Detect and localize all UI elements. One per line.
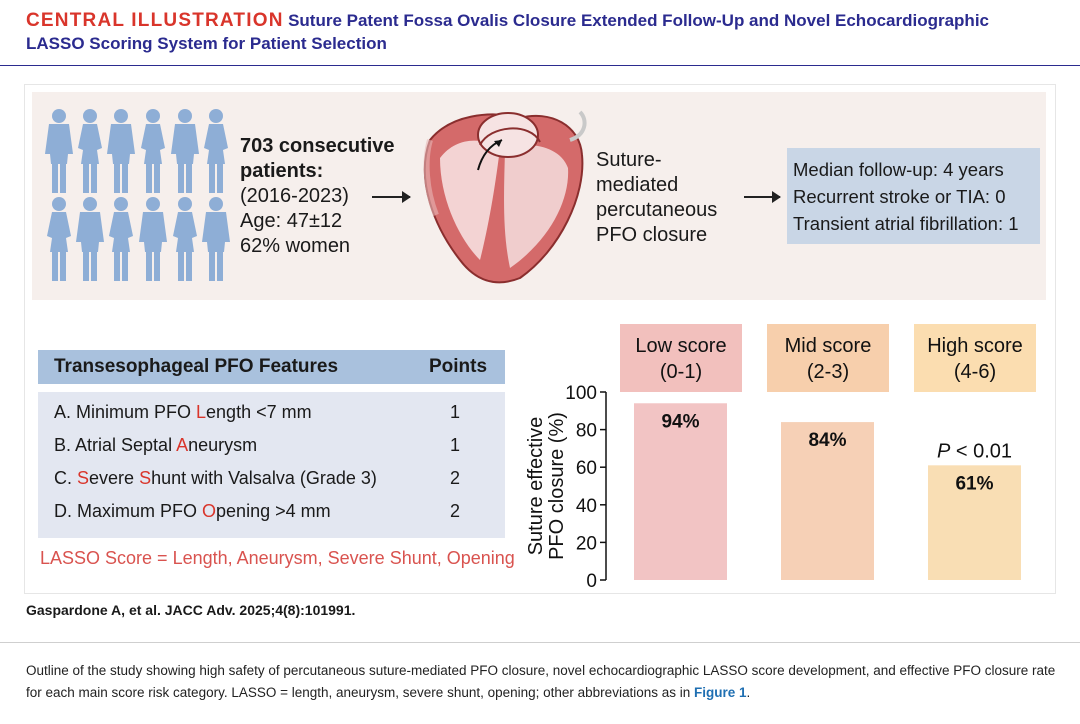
- feature-row-c: C. Severe Shunt with Valsalva (Grade 3): [54, 468, 377, 488]
- heart-atrium: [479, 127, 541, 146]
- closure-rate-chart: 0 20 40 60 80 100 Suture effective PFO closure …: [500, 318, 1045, 592]
- lasso-score-definition: LASSO Score = Length, Aneurysm, Severe S…: [40, 548, 515, 568]
- cohort-age: Age: 47±12: [240, 210, 343, 232]
- feature-row-d: D. Maximum PFO Opening >4 mm: [54, 501, 331, 521]
- person-icon: [78, 109, 102, 193]
- figure-1-link[interactable]: Figure 1: [693, 685, 747, 700]
- cohort-summary: 703 consecutive patients: (2016-2023) Ag…: [240, 134, 395, 259]
- citation: Gaspardone A, et al. JACC Adv. 2025;4(8)…: [26, 602, 356, 618]
- y-tick-label: 20: [576, 533, 597, 554]
- divider: [0, 642, 1080, 643]
- procedure-description: Suture- mediated percutaneous PFO closur…: [596, 149, 718, 246]
- outcome-af: Transient atrial fibrillation: 1: [793, 213, 1019, 234]
- figure-title-line2: LASSO Scoring System for Patient Selecti…: [26, 34, 387, 53]
- category-range-label: (0-1): [660, 361, 702, 383]
- category-header-box: [620, 324, 742, 392]
- cohort-years: (2016-2023): [240, 185, 349, 207]
- cohort-patients: patients:: [240, 160, 324, 182]
- feature-row-a: A. Minimum PFO Length <7 mm: [54, 402, 312, 422]
- outcome-followup: Median follow-up: 4 years: [793, 159, 1004, 180]
- outcomes-box: Median follow-up: 4 years Recurrent stro…: [787, 148, 1040, 244]
- bar-value-label: 84%: [808, 430, 846, 451]
- p-value-annotation: P < 0.01: [937, 440, 1012, 462]
- features-table: A. Minimum PFO Length <7 mm 1 B. Atrial …: [38, 392, 505, 538]
- bar-value-label: 61%: [955, 473, 993, 494]
- person-icon: [173, 197, 197, 281]
- heart-illustration: [423, 110, 587, 284]
- category-label: High score: [927, 335, 1023, 357]
- category-header-box: [767, 324, 889, 392]
- y-axis-label-line2: PFO closure (%): [546, 412, 568, 560]
- arrow-cohort-to-heart: [372, 191, 411, 203]
- y-tick-label: 40: [576, 496, 597, 517]
- feature-points-c: 2: [450, 468, 461, 488]
- person-icon: [171, 109, 199, 193]
- person-icon: [202, 197, 230, 281]
- y-tick-label: 60: [576, 458, 597, 479]
- person-icon: [204, 109, 228, 193]
- figure-title-line1: Suture Patent Fossa Ovalis Closure Exten…: [288, 11, 989, 30]
- person-icon: [45, 109, 73, 193]
- person-icon: [109, 197, 133, 281]
- points-column-header: Points: [429, 356, 488, 377]
- y-axis-label-line1: Suture effective: [525, 417, 547, 556]
- feature-row-b: B. Atrial Septal Aneurysm: [54, 435, 258, 455]
- category-label: Mid score: [785, 335, 872, 357]
- arrow-procedure-to-outcomes: [744, 191, 781, 203]
- header: CENTRAL ILLUSTRATION Suture Patent Fossa…: [0, 0, 1080, 66]
- features-table-header: Transesophageal PFO Features Points: [38, 350, 505, 384]
- bar: [634, 403, 727, 580]
- feature-points-d: 2: [450, 501, 461, 521]
- chart-svg: 0 20 40 60 80 100 Suture effective PFO closure …: [525, 324, 1036, 592]
- cohort-women: 62% women: [240, 235, 351, 257]
- features-column-header: Transesophageal PFO Features: [54, 356, 339, 377]
- y-tick-label: 100: [565, 383, 597, 404]
- heart-chambers: [440, 140, 500, 260]
- bar: [928, 465, 1021, 580]
- illustration-panel: [24, 84, 1056, 594]
- category-label: Low score: [635, 335, 726, 357]
- category-range-label: (2-3): [807, 361, 849, 383]
- bar-value-label: 94%: [661, 411, 699, 432]
- person-icon: [47, 197, 71, 281]
- feature-points-b: 1: [450, 435, 461, 455]
- outcome-stroke: Recurrent stroke or TIA: 0: [793, 186, 1006, 207]
- person-icon: [76, 197, 104, 281]
- person-icon: [139, 197, 167, 281]
- category-header-box: [914, 324, 1036, 392]
- feature-points-a: 1: [450, 402, 461, 422]
- central-illustration-label: CENTRAL ILLUSTRATION: [26, 10, 284, 31]
- person-icon: [141, 109, 165, 193]
- y-tick-label: 80: [576, 421, 597, 442]
- person-icon: [107, 109, 135, 193]
- cohort-count: 703 consecutive: [240, 135, 395, 157]
- bar: [781, 422, 874, 580]
- y-tick-label: 0: [586, 571, 597, 590]
- category-range-label: (4-6): [954, 361, 996, 383]
- figure-caption: Outline of the study showing high safety…: [26, 663, 1056, 700]
